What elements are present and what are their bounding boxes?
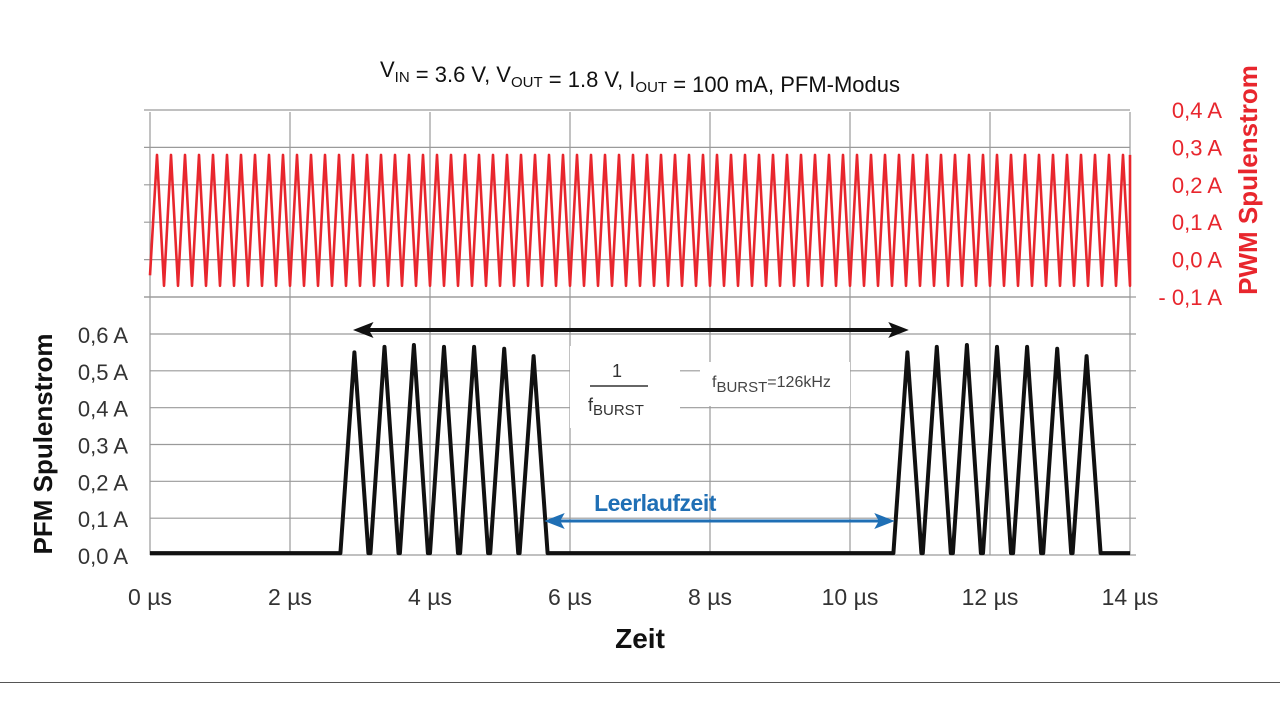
left-tick-label: 0,3 A [78,434,128,459]
x-tick-label: 10 µs [822,584,879,610]
pwm-current-series [148,153,1132,288]
idle-arrow-head-left [544,513,565,529]
period-arrow-head-left [353,322,374,338]
bottom-divider [0,682,1280,683]
frequency-bg [700,362,850,406]
right-tick-label: 0,0 A [1172,248,1222,273]
left-tick-label: 0,1 A [78,507,128,532]
period-arrow-head-right [888,322,909,338]
x-tick-label: 4 µs [408,584,452,610]
left-tick-label: 0,6 A [78,323,128,348]
idle-arrow-head-right [874,513,895,529]
right-tick-label: 0,1 A [1172,210,1222,235]
x-tick-label: 8 µs [688,584,732,610]
right-axis-label: PWM Spulenstrom [1233,65,1263,295]
grid [144,109,1136,556]
x-tick-label: 12 µs [962,584,1019,610]
period-arrow [353,322,909,338]
annotation-layer: 1 fBURST fBURST=126kHz Leerlaufzeit [353,322,909,529]
right-tick-label: 0,2 A [1172,173,1222,198]
left-axis-label: PFM Spulenstrom [28,333,58,554]
x-tick-label: 6 µs [548,584,592,610]
text-layer: VIN = 3.6 V, VOUT = 1.8 V, IOUT = 100 mA… [28,57,1263,654]
x-axis-label: Zeit [615,623,665,654]
fraction-bg [570,346,680,428]
pfm-current-series [150,343,1130,556]
series-layer [148,153,1132,556]
frequency-label: fBURST=126kHz [712,374,831,396]
left-tick-label: 0,0 A [78,544,128,569]
x-tick-label: 0 µs [128,584,172,610]
left-tick-label: 0,2 A [78,470,128,495]
right-tick-label: 0,3 A [1172,135,1222,160]
idle-arrow [544,513,895,529]
idle-label: Leerlaufzeit [594,490,717,516]
right-tick-label: - 0,1 A [1158,285,1222,310]
fraction-denominator: fBURST [588,395,644,419]
left-tick-label: 0,5 A [78,360,128,385]
left-tick-label: 0,4 A [78,397,128,422]
right-tick-label: 0,4 A [1172,98,1222,123]
chart-title: VIN = 3.6 V, VOUT = 1.8 V, IOUT = 100 mA… [380,57,900,97]
x-tick-label: 2 µs [268,584,312,610]
fraction-numerator: 1 [612,361,622,381]
x-tick-label: 14 µs [1102,584,1159,610]
